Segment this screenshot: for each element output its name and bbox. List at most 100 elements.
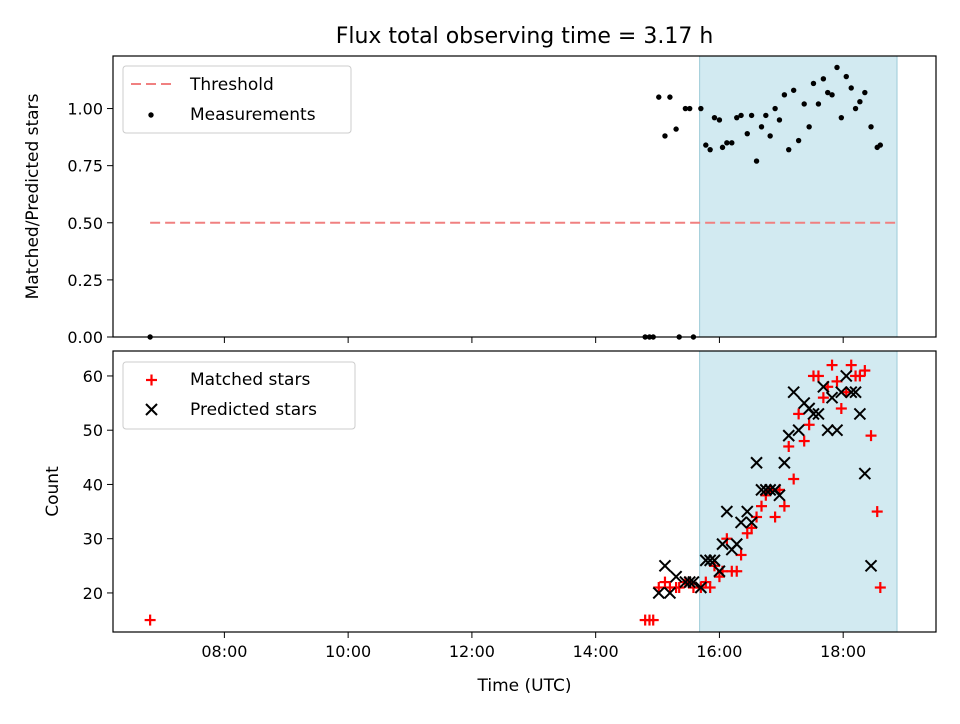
predicted-star-point <box>734 516 748 529</box>
predicted-star-point <box>830 423 844 437</box>
matched-star-point <box>793 408 805 420</box>
matched-star-point <box>735 549 747 561</box>
predicted-star-point <box>849 386 862 399</box>
plot-frame <box>112 350 937 633</box>
measurement-point <box>776 117 783 123</box>
measurement-point <box>738 112 744 119</box>
x-tick-label: 12:00 <box>449 642 495 661</box>
predicted-star-point <box>817 380 830 394</box>
predicted-star-point <box>708 554 721 567</box>
measurement-point <box>719 144 726 151</box>
matched-star-point <box>769 511 781 523</box>
measurement-point <box>707 146 713 153</box>
matched-star-point <box>871 506 883 518</box>
matched-star-point <box>783 440 795 452</box>
matched-star-point <box>731 565 743 577</box>
legend-box <box>122 361 356 430</box>
x-tick-label: 08:00 <box>201 642 247 661</box>
predicted-star-point <box>864 559 878 573</box>
legend-box <box>122 65 352 134</box>
measurement-point <box>810 80 817 87</box>
legend-predicted-swatch <box>145 403 158 416</box>
measurement-point <box>667 94 673 100</box>
measurement-point <box>781 92 788 98</box>
legend-predicted-label: Predicted stars <box>190 400 317 420</box>
measurement-point <box>806 124 812 130</box>
measurement-point <box>877 142 884 148</box>
matched-star-point <box>803 419 815 431</box>
y-axis-label: Matched/Predicted stars <box>23 93 43 299</box>
y-tick-label: 30 <box>83 530 103 549</box>
matched-star-point <box>798 435 810 447</box>
ratio-panel: 0.00 0.25 0.50 0.75 1.00 Matched/Predicted s… <box>23 55 937 347</box>
x-axis-label: Time (UTC) <box>477 676 572 696</box>
measurement-point <box>734 114 740 121</box>
measurement-point <box>687 105 693 112</box>
y-tick-label: 50 <box>83 421 103 440</box>
predicted-star-point <box>840 369 853 383</box>
predicted-star-point <box>741 505 754 518</box>
matched-star-point <box>647 614 659 626</box>
measurement-point <box>711 114 718 121</box>
measurement-point <box>795 137 802 144</box>
x-tick-label: 16:00 <box>696 642 742 661</box>
x-tick-label: 14:00 <box>573 642 619 661</box>
predicted-star-point <box>835 386 848 399</box>
matched-star-point <box>874 582 886 594</box>
measurement-point <box>790 87 797 93</box>
measurement-point <box>868 124 874 130</box>
measurement-point <box>767 133 773 139</box>
matched-star-point <box>788 473 800 485</box>
matched-star-point <box>144 614 156 626</box>
x-tick-label: 18:00 <box>820 642 866 661</box>
measurement-point <box>748 112 755 119</box>
predicted-star-point <box>663 586 677 600</box>
predicted-star-point <box>782 429 795 442</box>
measurement-point <box>703 142 709 148</box>
predicted-star-point <box>858 467 872 480</box>
chart-title: Flux total observing time = 3.17 h <box>336 24 714 49</box>
predicted-star-point <box>694 581 708 594</box>
legend-threshold-label: Threshold <box>189 75 274 95</box>
measurement-point <box>815 101 822 107</box>
predicted-star-point <box>652 586 665 600</box>
predicted-star-point <box>687 575 700 589</box>
measurement-point <box>698 105 704 112</box>
measurement-point <box>848 85 854 91</box>
measurement-point <box>857 98 863 105</box>
legend: Matched stars Predicted stars <box>122 361 356 430</box>
measurement-point <box>758 124 765 130</box>
measurement-point <box>716 117 723 123</box>
predicted-star-point <box>716 537 729 551</box>
y-tick-label: 20 <box>83 584 103 603</box>
measurement-point <box>801 101 807 107</box>
legend-measurements-label: Measurements <box>190 105 316 125</box>
predicted-star-point <box>792 423 805 437</box>
matched-star-point <box>845 359 857 371</box>
predicted-star-point <box>759 483 773 497</box>
measurement-point <box>753 158 760 164</box>
predicted-star-point <box>821 423 834 437</box>
measurement-point <box>772 105 778 112</box>
shaded-span <box>699 55 898 338</box>
measurement-point <box>838 114 845 121</box>
y-tick-label: 0.50 <box>67 214 103 233</box>
matched-star-point <box>704 582 716 594</box>
predicted-star-point <box>713 565 726 578</box>
measurement-point <box>729 140 735 146</box>
x-tick-label: 10:00 <box>325 642 371 661</box>
measurement-point <box>829 92 835 98</box>
predicted-star-point <box>763 483 777 497</box>
matched-star-point <box>746 522 758 534</box>
predicted-star-point <box>683 575 696 589</box>
measurement-point <box>656 94 662 100</box>
y-tick-label: 0.00 <box>67 328 103 347</box>
plot-frame <box>112 55 937 338</box>
count-panel: 20 30 40 50 60 08:00 10:00 12:00 14:00 16:00 18:00… <box>43 350 937 696</box>
measurement-point <box>744 130 750 137</box>
measurement-point <box>786 146 792 153</box>
predicted-star-point <box>773 489 786 502</box>
predicted-star-point <box>845 386 858 399</box>
predicted-star-point <box>812 407 825 421</box>
